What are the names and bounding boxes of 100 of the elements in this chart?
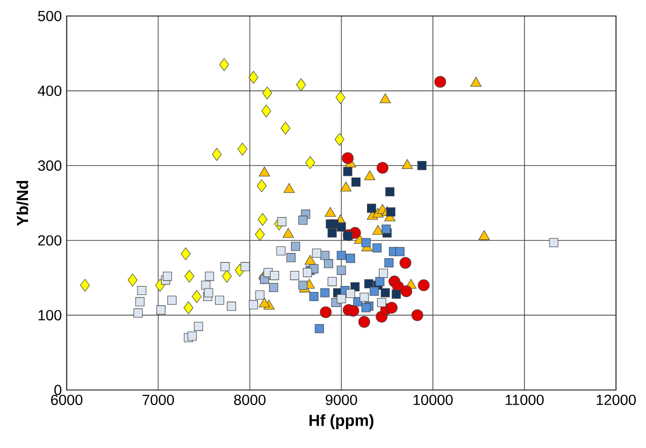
point xyxy=(386,207,396,216)
y-tick-label: 400 xyxy=(38,86,62,96)
point xyxy=(277,217,286,226)
point xyxy=(342,152,354,164)
point xyxy=(343,231,352,240)
point xyxy=(194,322,204,331)
point xyxy=(262,86,272,100)
point xyxy=(258,166,270,176)
point xyxy=(334,133,344,146)
point xyxy=(395,247,404,256)
x-tick-label: 7000 xyxy=(142,394,174,406)
x-tick-label: 10000 xyxy=(414,394,453,406)
point xyxy=(360,292,369,302)
point xyxy=(320,306,332,318)
point xyxy=(336,250,346,260)
point xyxy=(367,204,376,213)
point xyxy=(305,156,316,169)
point xyxy=(324,207,336,217)
point xyxy=(380,288,390,298)
point xyxy=(188,332,197,341)
point xyxy=(336,294,346,304)
point xyxy=(380,93,391,104)
point xyxy=(238,142,248,156)
point xyxy=(184,301,194,314)
point xyxy=(80,278,90,292)
point xyxy=(204,272,214,281)
point xyxy=(372,243,382,252)
point xyxy=(343,167,352,176)
point xyxy=(346,288,356,298)
point xyxy=(261,104,272,118)
point xyxy=(204,288,214,298)
x-tick-label: 12000 xyxy=(596,394,636,406)
point xyxy=(370,286,379,296)
point xyxy=(378,268,388,278)
point xyxy=(167,296,176,305)
point xyxy=(377,298,386,308)
y-tick-label: 0 xyxy=(54,384,62,396)
point xyxy=(135,297,144,306)
point xyxy=(180,247,191,260)
point xyxy=(478,230,490,240)
point xyxy=(254,228,265,241)
point xyxy=(417,161,426,170)
point xyxy=(258,213,268,226)
point xyxy=(286,253,296,262)
point xyxy=(184,270,194,283)
point xyxy=(376,162,388,174)
y-tick-label: 200 xyxy=(38,235,62,246)
point xyxy=(470,76,482,87)
point xyxy=(290,271,300,280)
point xyxy=(346,254,356,263)
point xyxy=(336,222,346,232)
point xyxy=(296,78,306,92)
point xyxy=(336,266,346,275)
point xyxy=(219,58,230,72)
point xyxy=(248,300,258,310)
point xyxy=(328,276,337,286)
point xyxy=(220,262,230,272)
point xyxy=(324,259,334,268)
point xyxy=(284,183,295,193)
point xyxy=(358,316,370,328)
point xyxy=(256,179,267,192)
x-axis-title: Hf (ppm) xyxy=(310,414,374,430)
point xyxy=(128,274,138,286)
point xyxy=(156,305,166,314)
point xyxy=(222,270,232,283)
point xyxy=(270,271,280,280)
point xyxy=(328,228,337,238)
point xyxy=(418,279,430,292)
point xyxy=(298,280,308,290)
point xyxy=(364,170,376,180)
x-tick-label: 11000 xyxy=(506,394,544,406)
point xyxy=(302,268,312,278)
point xyxy=(392,290,401,299)
point xyxy=(280,122,290,135)
point xyxy=(134,308,143,318)
point xyxy=(212,148,222,161)
x-tick-label: 9000 xyxy=(326,394,358,406)
point xyxy=(314,324,324,334)
point xyxy=(192,290,202,303)
point xyxy=(347,304,360,317)
point xyxy=(351,178,361,187)
point xyxy=(402,159,413,169)
y-tick-label: 500 xyxy=(38,10,62,22)
point xyxy=(282,228,294,238)
point xyxy=(309,292,318,302)
point xyxy=(364,279,374,288)
point xyxy=(362,238,371,248)
point xyxy=(434,76,446,88)
x-tick-label: 8000 xyxy=(234,394,266,406)
point xyxy=(372,225,384,235)
point xyxy=(549,238,558,248)
point xyxy=(340,182,352,192)
point xyxy=(400,256,412,269)
point xyxy=(226,302,236,311)
y-tick-label: 100 xyxy=(38,310,62,320)
point xyxy=(248,70,258,84)
point xyxy=(320,250,330,260)
point xyxy=(258,298,270,308)
point xyxy=(336,91,346,104)
point xyxy=(386,302,398,314)
